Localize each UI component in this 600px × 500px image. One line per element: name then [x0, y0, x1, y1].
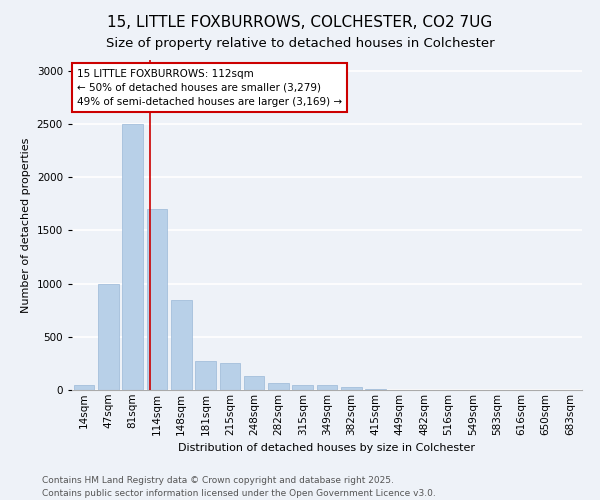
- Text: Contains HM Land Registry data © Crown copyright and database right 2025.
Contai: Contains HM Land Registry data © Crown c…: [42, 476, 436, 498]
- Bar: [244, 376, 265, 390]
- Bar: [195, 362, 216, 390]
- Y-axis label: Number of detached properties: Number of detached properties: [21, 138, 31, 312]
- Text: 15, LITTLE FOXBURROWS, COLCHESTER, CO2 7UG: 15, LITTLE FOXBURROWS, COLCHESTER, CO2 7…: [107, 15, 493, 30]
- Bar: [146, 209, 167, 390]
- Text: Size of property relative to detached houses in Colchester: Size of property relative to detached ho…: [106, 38, 494, 51]
- Bar: [292, 384, 313, 390]
- Bar: [98, 284, 119, 390]
- Bar: [365, 389, 386, 390]
- Bar: [268, 382, 289, 390]
- Bar: [122, 124, 143, 390]
- X-axis label: Distribution of detached houses by size in Colchester: Distribution of detached houses by size …: [179, 443, 476, 453]
- Text: 15 LITTLE FOXBURROWS: 112sqm
← 50% of detached houses are smaller (3,279)
49% of: 15 LITTLE FOXBURROWS: 112sqm ← 50% of de…: [77, 68, 342, 106]
- Bar: [220, 364, 240, 390]
- Bar: [74, 384, 94, 390]
- Bar: [317, 385, 337, 390]
- Bar: [341, 387, 362, 390]
- Bar: [171, 300, 191, 390]
